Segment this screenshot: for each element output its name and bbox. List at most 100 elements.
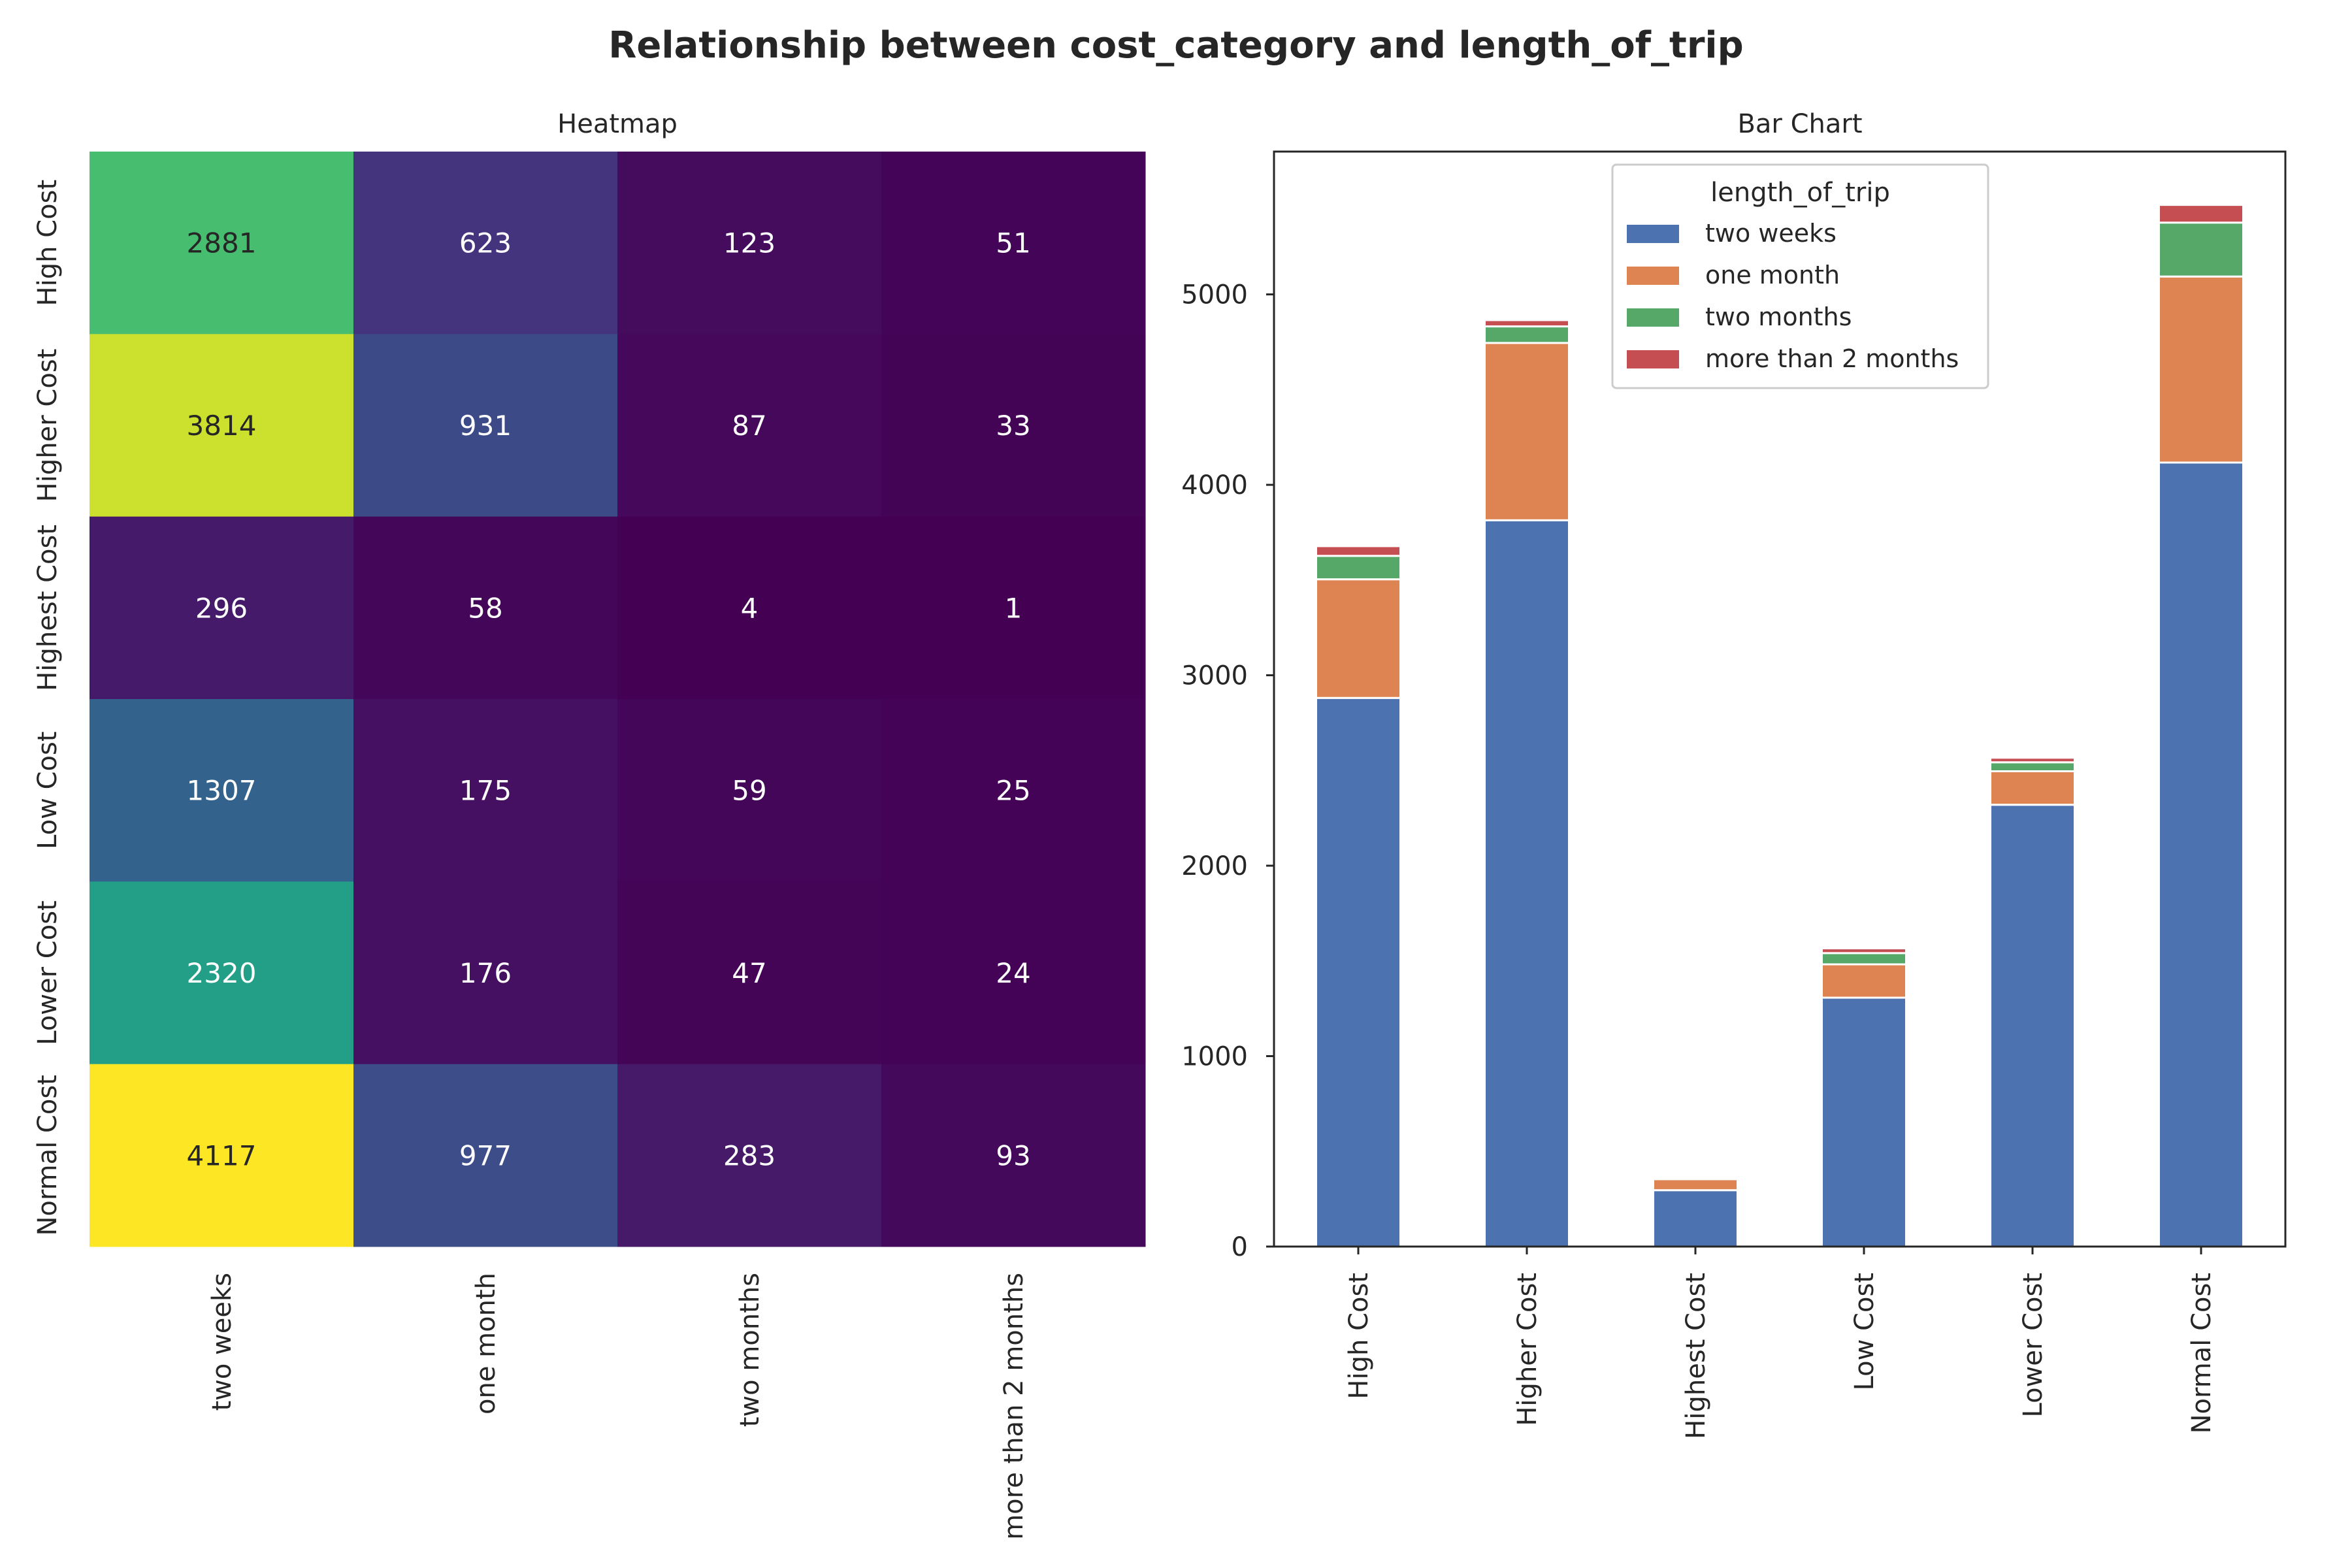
- heatmap-cell-label: 123: [723, 227, 776, 259]
- heatmap-row-label: Higher Cost: [33, 349, 63, 502]
- heatmap-cell-low-cost-one-month: [353, 699, 618, 882]
- heatmap-cell-label: 87: [732, 410, 766, 442]
- heatmap-cell-label: 58: [468, 592, 502, 624]
- heatmap-cell-label: 2881: [187, 227, 257, 259]
- bar-segment-lower-cost-more-than-2-months: [1989, 757, 2076, 764]
- heatmap-cell-label: 2320: [187, 957, 257, 989]
- heatmap-cell-lower-cost-one-month: [353, 881, 618, 1065]
- bar-chart-panel: Bar Chart 0 1000 2000 3000 4000 5000 High Cos…: [1181, 109, 2287, 1439]
- heatmap-cell-label: 4117: [187, 1139, 257, 1171]
- heatmap-row-labels: High Cost Higher Cost Highest Cost Low Cost…: [33, 180, 63, 1236]
- heatmap-cell-low-cost-more-than-2-months: [881, 699, 1146, 882]
- heatmap-row-label: Normal Cost: [33, 1075, 63, 1235]
- bar-segment-lower-cost-one-month: [1989, 770, 2076, 806]
- heatmap-cell-label: 4: [741, 592, 759, 624]
- heatmap-column-label: two weeks: [207, 1273, 237, 1411]
- y-tick-label: 3000: [1181, 661, 1248, 691]
- y-tick-label: 5000: [1181, 280, 1248, 310]
- heatmap-cell-normal-cost-two-weeks: [90, 1064, 354, 1247]
- legend-swatch-more-than-2-months: [1627, 350, 1679, 368]
- heatmap-cell-label: 3814: [187, 410, 257, 442]
- legend-label-more-than-2-months: more than 2 months: [1705, 344, 1959, 373]
- heatmap-cell-lower-cost-two-months: [617, 881, 882, 1065]
- heatmap-cell-higher-cost-one-month: [353, 334, 618, 517]
- bar-segment-high-cost-one-month: [1315, 578, 1401, 699]
- heatmap-cell-low-cost-two-months: [617, 699, 882, 882]
- bar-segment-lower-cost-two-months: [1989, 761, 2076, 772]
- bar-segment-low-cost-one-month: [1821, 963, 1907, 999]
- heatmap-cell-highest-cost-two-months: [617, 516, 882, 700]
- heatmap-cell-lower-cost-more-than-2-months: [881, 881, 1146, 1065]
- heatmap-cell-label: 1: [1005, 592, 1022, 624]
- heatmap-cell-high-cost-one-month: [353, 152, 618, 335]
- bar-segment-high-cost-more-than-2-months: [1315, 545, 1401, 557]
- bar-segment-higher-cost-one-month: [1484, 342, 1570, 521]
- bar-segment-normal-cost-more-than-2-months: [2158, 204, 2244, 224]
- heatmap-panel: Heatmap 2881 623 123 51 3814 931 87 33 296 58 4 1 13…: [33, 109, 1146, 1540]
- heatmap-cell-highest-cost-one-month: [353, 516, 618, 700]
- bar-chart-frame: [1273, 150, 2287, 1248]
- heatmap-cell-high-cost-more-than-2-months: [881, 152, 1146, 335]
- legend-label-one-month: one month: [1705, 261, 1840, 289]
- heatmap-cell-label: 93: [996, 1139, 1030, 1171]
- heatmap-cell-label: 33: [996, 410, 1030, 442]
- legend-swatch-two-weeks: [1627, 225, 1679, 243]
- bar-segment-higher-cost-more-than-2-months: [1484, 319, 1570, 328]
- heatmap-row-label: High Cost: [33, 180, 63, 306]
- heatmap-cell-label: 176: [459, 957, 512, 989]
- heatmap-row-label: Lower Cost: [33, 900, 63, 1045]
- heatmap-cell-label: 283: [723, 1139, 776, 1171]
- heatmap-cell-normal-cost-one-month: [353, 1064, 618, 1247]
- bar-segment-high-cost-two-months: [1315, 555, 1401, 581]
- heatmap-cell-label: 1307: [187, 775, 257, 807]
- legend-box: [1611, 163, 1989, 389]
- heatmap-title: Heatmap: [557, 109, 678, 139]
- heatmap-cell-label: 931: [459, 410, 512, 442]
- bar-segment-low-cost-two-weeks: [1821, 996, 1907, 1248]
- heatmap-column-labels: two weeks one month two months more than 2 …: [207, 1273, 1029, 1540]
- heatmap-cell-higher-cost-two-weeks: [90, 334, 354, 517]
- heatmap-cells: 2881 623 123 51 3814 931 87 33 296 58 4 1 1307 175 59 2…: [90, 152, 1146, 1247]
- heatmap-column-label: one month: [471, 1273, 501, 1414]
- heatmap-cell-high-cost-two-weeks: [90, 152, 354, 335]
- legend-swatch-two-months: [1627, 308, 1679, 327]
- x-tick-label: Highest Cost: [1681, 1273, 1711, 1439]
- bar-segment-normal-cost-two-weeks: [2158, 461, 2244, 1248]
- bar-segment-low-cost-two-months: [1821, 952, 1907, 966]
- y-tick-label: 0: [1232, 1232, 1248, 1262]
- heatmap-cell-higher-cost-more-than-2-months: [881, 334, 1146, 517]
- x-tick-label: Normal Cost: [2187, 1273, 2217, 1433]
- x-tick-label: High Cost: [1344, 1273, 1374, 1399]
- heatmap-column-label: two months: [735, 1273, 765, 1427]
- x-tick-label: Low Cost: [1850, 1273, 1880, 1390]
- heatmap-cell-label: 296: [195, 592, 248, 624]
- y-tick-label: 4000: [1181, 470, 1248, 500]
- heatmap-row-label: Low Cost: [33, 731, 63, 849]
- bar-chart-title: Bar Chart: [1737, 109, 1862, 139]
- heatmap-cell-normal-cost-more-than-2-months: [881, 1064, 1146, 1247]
- bar-x-axis: High Cost Higher Cost Highest Cost Low Cost…: [1344, 1247, 2217, 1439]
- bar-segment-higher-cost-two-weeks: [1484, 519, 1570, 1248]
- bar-stacks: [1315, 204, 2244, 1248]
- bar-segment-lower-cost-two-weeks: [1989, 804, 2076, 1248]
- heatmap-cell-label: 623: [459, 227, 512, 259]
- bar-segment-normal-cost-one-month: [2158, 275, 2244, 464]
- legend-title: length_of_trip: [1710, 178, 1890, 208]
- heatmap-row-label: Highest Cost: [33, 525, 63, 691]
- x-tick-label: Higher Cost: [1512, 1273, 1543, 1426]
- figure-title: Relationship between cost_category and l…: [608, 24, 1743, 67]
- x-tick-label: Lower Cost: [2018, 1273, 2048, 1417]
- legend-label-two-months: two months: [1705, 302, 1852, 331]
- y-tick-label: 1000: [1181, 1042, 1248, 1072]
- heatmap-cell-higher-cost-two-months: [617, 334, 882, 517]
- legend-label-two-weeks: two weeks: [1705, 219, 1837, 248]
- heatmap-cell-label: 59: [732, 775, 766, 807]
- legend-swatch-one-month: [1627, 267, 1679, 285]
- bar-segment-highest-cost-two-weeks: [1652, 1189, 1739, 1248]
- heatmap-cell-label: 51: [996, 227, 1030, 259]
- heatmap-cell-label: 25: [996, 775, 1030, 807]
- heatmap-cell-highest-cost-more-than-2-months: [881, 516, 1146, 700]
- heatmap-cell-label: 977: [459, 1139, 512, 1171]
